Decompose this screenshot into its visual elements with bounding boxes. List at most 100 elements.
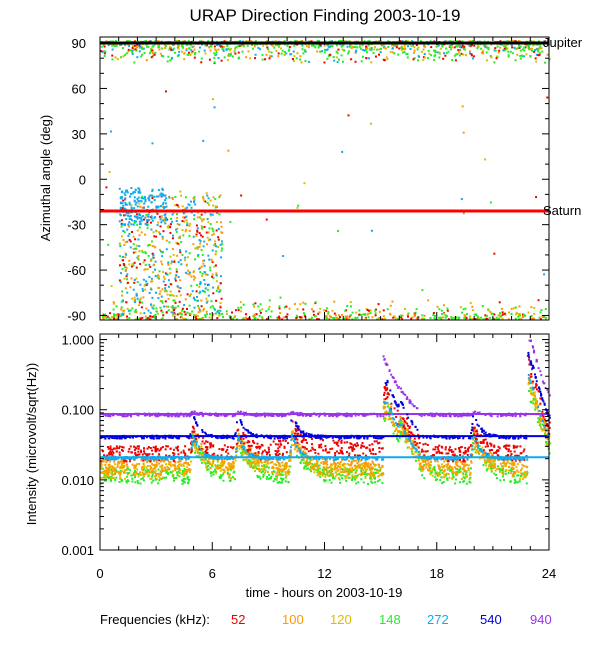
- azimuth-point: [218, 239, 220, 241]
- azimuth-point: [228, 48, 230, 50]
- azimuth-point: [120, 281, 122, 283]
- azimuth-point: [164, 222, 166, 224]
- azimuth-point: [179, 301, 181, 303]
- azimuth-point: [488, 309, 490, 311]
- intensity-point: [334, 478, 336, 480]
- azimuth-point: [205, 274, 207, 276]
- intensity-point: [372, 453, 374, 455]
- intensity-point: [340, 442, 342, 444]
- intensity-point: [460, 471, 462, 473]
- azimuth-point: [319, 51, 321, 53]
- intensity-point: [294, 448, 296, 450]
- azimuth-point: [191, 52, 193, 54]
- azimuth-point: [161, 296, 163, 298]
- intensity-point: [120, 478, 122, 480]
- azimuth-point: [135, 294, 137, 296]
- azimuth-point: [131, 231, 133, 233]
- azimuth-point: [303, 312, 305, 314]
- azimuth-point: [131, 307, 133, 309]
- intensity-point: [228, 474, 230, 476]
- azimuth-point: [530, 306, 532, 308]
- intensity-point: [143, 476, 145, 478]
- intensity-point: [114, 479, 116, 481]
- chart-title: URAP Direction Finding 2003-10-19: [190, 6, 461, 25]
- azimuth-point: [212, 205, 214, 207]
- azimuth-point: [238, 52, 240, 54]
- azimuth-point: [282, 50, 284, 52]
- intensity-point: [229, 480, 231, 482]
- azimuth-point: [341, 45, 343, 47]
- azimuth-point: [129, 286, 131, 288]
- intensity-point: [375, 464, 377, 466]
- intensity-point: [363, 446, 365, 448]
- azimuth-point: [125, 241, 127, 243]
- azimuth-point: [134, 262, 136, 264]
- azimuth-point: [508, 54, 510, 56]
- intensity-point: [275, 450, 277, 452]
- azimuth-point: [152, 271, 154, 273]
- intensity-point: [204, 461, 206, 463]
- azimuth-point: [216, 317, 218, 319]
- intensity-point: [148, 474, 150, 476]
- azimuth-point: [184, 257, 186, 259]
- azimuth-point: [427, 57, 429, 59]
- intensity-point: [401, 420, 403, 422]
- azimuth-point: [422, 59, 424, 61]
- intensity-point: [115, 477, 117, 479]
- intensity-point: [361, 467, 363, 469]
- azimuth-point: [123, 310, 125, 312]
- intensity-point: [444, 469, 446, 471]
- azimuth-point: [327, 311, 329, 313]
- azimuth-point: [234, 50, 236, 52]
- azimuth-point: [161, 47, 163, 49]
- azimuth-point: [463, 132, 465, 134]
- azimuth-point: [135, 204, 137, 206]
- intensity-point: [210, 475, 212, 477]
- intensity-point: [513, 463, 515, 465]
- azimuth-point: [139, 263, 141, 265]
- intensity-point: [251, 462, 253, 464]
- intensity-point: [341, 477, 343, 479]
- intensity-point: [380, 467, 382, 469]
- intensity-point: [107, 473, 109, 475]
- azimuth-point: [151, 215, 153, 217]
- azimuth-point: [202, 140, 204, 142]
- intensity-point: [338, 466, 340, 468]
- intensity-point: [299, 444, 301, 446]
- azimuth-point: [134, 216, 136, 218]
- azimuth-point: [205, 298, 207, 300]
- azimuth-point: [499, 301, 501, 303]
- intensity-point: [497, 465, 499, 467]
- azimuth-point: [163, 305, 165, 307]
- intensity-point: [389, 417, 391, 419]
- azimuth-point: [207, 289, 209, 291]
- azimuth-point: [144, 285, 146, 287]
- azimuth-point: [171, 221, 173, 223]
- azimuth-point: [205, 287, 207, 289]
- intensity-point: [408, 446, 410, 448]
- intensity-point: [393, 424, 395, 426]
- azimuth-point: [265, 310, 267, 312]
- azimuth-point: [200, 61, 202, 63]
- azimuth-point: [438, 45, 440, 47]
- intensity-point: [103, 461, 105, 463]
- intensity-point: [350, 470, 352, 472]
- azimuth-point: [210, 213, 212, 215]
- azimuth-point: [389, 313, 391, 315]
- intensity-point: [179, 463, 181, 465]
- azimuth-point: [130, 187, 132, 189]
- azimuth-point: [360, 48, 362, 50]
- azimuth-point: [350, 301, 352, 303]
- azimuth-point: [168, 309, 170, 311]
- azimuth-point: [380, 48, 382, 50]
- azimuth-point: [208, 295, 210, 297]
- azimuth-point: [139, 301, 141, 303]
- azimuth-point: [364, 49, 366, 51]
- azimuth-point: [141, 317, 143, 319]
- azimuth-point: [182, 308, 184, 310]
- azimuth-point: [134, 311, 136, 313]
- azimuth-point: [186, 264, 188, 266]
- azimuth-point: [155, 236, 157, 238]
- intensity-point: [448, 477, 450, 479]
